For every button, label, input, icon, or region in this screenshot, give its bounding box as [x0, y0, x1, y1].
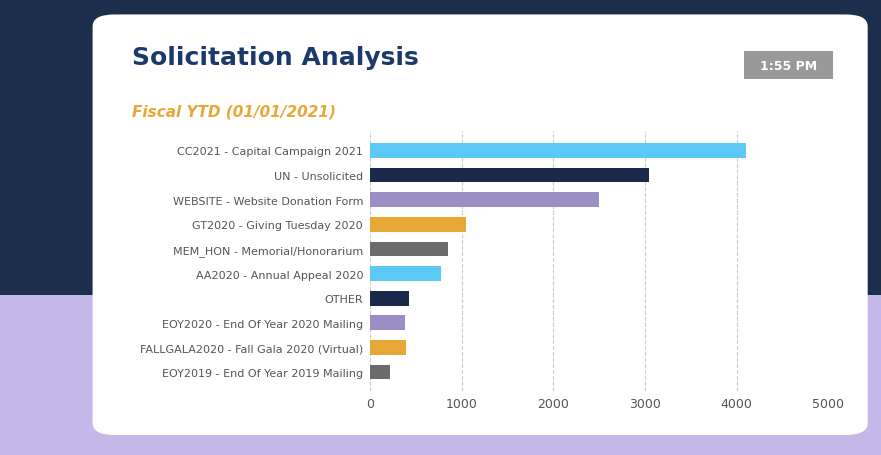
Bar	[370, 217, 466, 232]
Bar	[370, 316, 405, 330]
Bar	[370, 365, 390, 379]
Bar	[370, 168, 649, 183]
Bar	[370, 340, 406, 355]
Text: Solicitation Analysis: Solicitation Analysis	[132, 46, 418, 70]
Text: 1:55 PM: 1:55 PM	[760, 60, 817, 72]
Bar	[370, 267, 441, 281]
Bar	[370, 144, 745, 158]
Bar	[370, 291, 409, 306]
Text: Fiscal YTD (01/01/2021): Fiscal YTD (01/01/2021)	[132, 105, 337, 120]
Bar	[370, 193, 599, 207]
Bar	[370, 242, 448, 257]
FancyBboxPatch shape	[93, 15, 868, 435]
